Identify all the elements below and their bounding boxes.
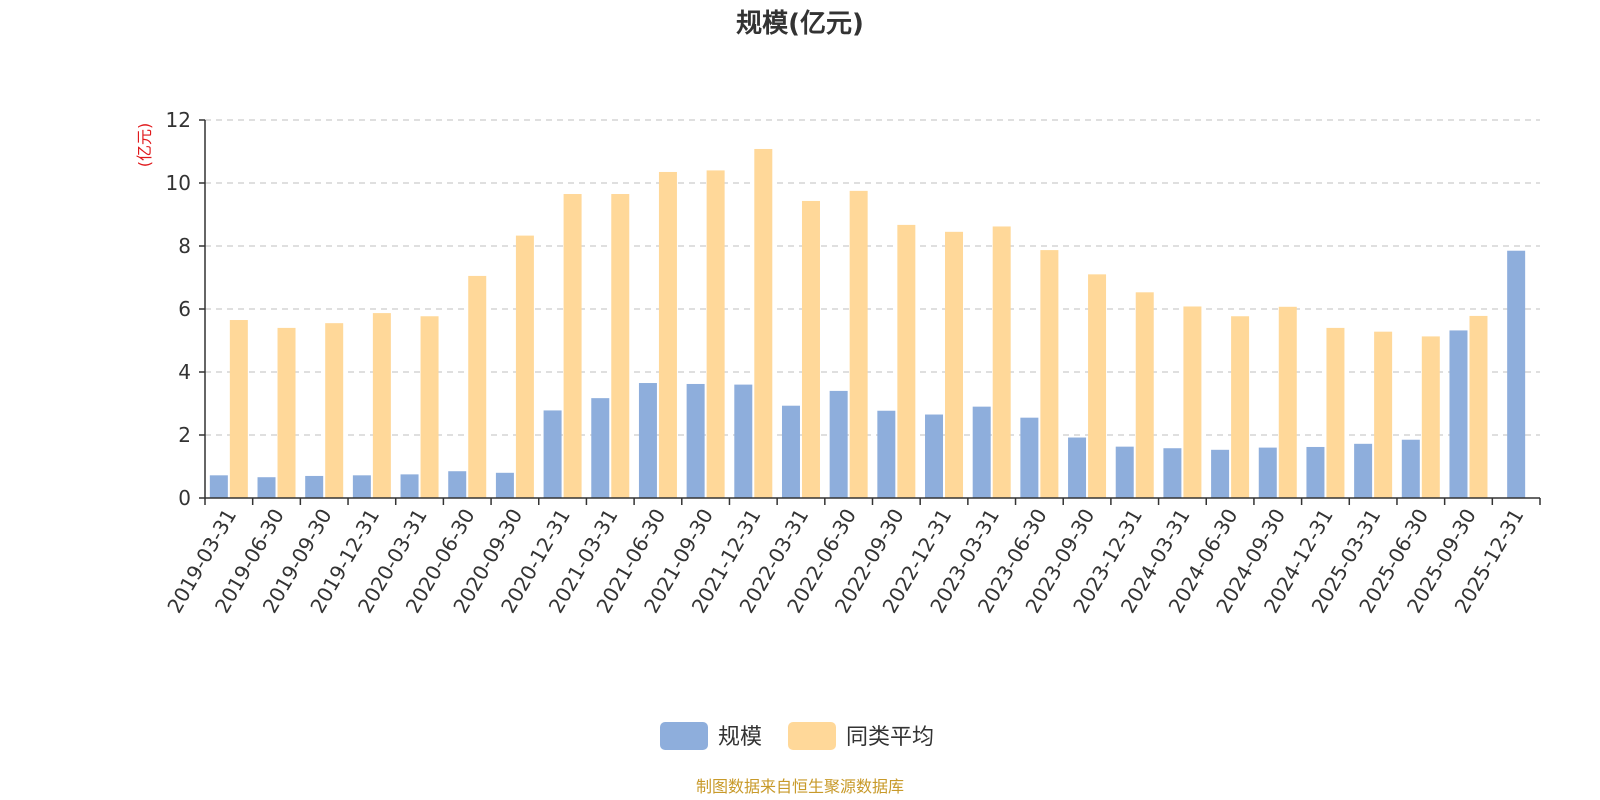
bar-size-2022-09-30[interactable] <box>877 410 896 498</box>
bar-peer-average-2019-03-31[interactable] <box>229 320 248 498</box>
bar-peer-average-2019-06-30[interactable] <box>277 327 296 498</box>
legend-swatch-size[interactable] <box>660 722 708 750</box>
bar-size-2024-09-30[interactable] <box>1258 447 1277 498</box>
bar-peer-average-2021-12-31[interactable] <box>754 148 773 499</box>
chart-title: 规模(亿元) <box>736 9 864 39</box>
bar-size-2021-12-31[interactable] <box>734 384 753 498</box>
bar-size-2019-09-30[interactable] <box>305 475 324 498</box>
bar-size-2022-03-31[interactable] <box>781 405 800 498</box>
y-tick-label-4: 4 <box>178 360 191 384</box>
bars <box>209 148 1526 499</box>
y-tick-label-12: 12 <box>166 108 191 132</box>
bar-peer-average-2024-03-31[interactable] <box>1183 306 1202 498</box>
bar-size-2024-06-30[interactable] <box>1211 449 1230 498</box>
bar-peer-average-2023-09-30[interactable] <box>1088 274 1107 498</box>
bar-size-2019-03-31[interactable] <box>209 475 228 498</box>
y-axis-label: (亿元) <box>135 123 154 168</box>
y-tick-label-6: 6 <box>178 297 191 321</box>
bar-peer-average-2024-12-31[interactable] <box>1326 327 1345 498</box>
bar-size-2024-03-31[interactable] <box>1163 448 1182 498</box>
bar-peer-average-2021-09-30[interactable] <box>706 170 725 498</box>
bar-peer-average-2022-12-31[interactable] <box>945 231 964 498</box>
bar-size-2023-12-31[interactable] <box>1115 446 1134 498</box>
bar-peer-average-2020-09-30[interactable] <box>515 235 534 499</box>
bar-size-2022-06-30[interactable] <box>829 390 848 498</box>
bar-size-2025-12-31[interactable] <box>1507 250 1526 498</box>
bar-peer-average-2020-12-31[interactable] <box>563 194 582 498</box>
bar-size-2023-06-30[interactable] <box>1020 417 1039 498</box>
bar-size-2021-03-31[interactable] <box>591 398 610 498</box>
bar-peer-average-2023-03-31[interactable] <box>992 226 1011 498</box>
bar-peer-average-2025-09-30[interactable] <box>1469 315 1488 498</box>
bar-size-2021-09-30[interactable] <box>686 383 705 498</box>
bar-size-2020-06-30[interactable] <box>448 471 467 498</box>
bar-size-2024-12-31[interactable] <box>1306 446 1325 498</box>
y-tick-label-8: 8 <box>178 234 191 258</box>
bar-peer-average-2025-03-31[interactable] <box>1374 331 1393 498</box>
legend[interactable]: 规模 同类平均 <box>660 722 934 750</box>
bar-size-2019-12-31[interactable] <box>352 475 371 498</box>
bar-size-2020-03-31[interactable] <box>400 474 419 498</box>
bar-peer-average-2019-09-30[interactable] <box>325 323 344 498</box>
bar-peer-average-2022-09-30[interactable] <box>897 224 916 498</box>
bar-peer-average-2023-12-31[interactable] <box>1135 292 1154 498</box>
bar-peer-average-2023-06-30[interactable] <box>1040 250 1059 498</box>
bar-peer-average-2025-06-30[interactable] <box>1421 336 1440 498</box>
bar-size-2019-06-30[interactable] <box>257 477 276 498</box>
bar-peer-average-2019-12-31[interactable] <box>372 313 391 498</box>
bar-peer-average-2021-06-30[interactable] <box>658 171 677 498</box>
bar-size-2020-12-31[interactable] <box>543 410 562 498</box>
bar-size-2023-03-31[interactable] <box>972 406 991 498</box>
y-tick-label-10: 10 <box>166 171 191 195</box>
legend-label-peer-average[interactable]: 同类平均 <box>846 725 934 750</box>
bar-peer-average-2022-06-30[interactable] <box>849 190 868 498</box>
bar-peer-average-2022-03-31[interactable] <box>801 200 820 498</box>
bar-peer-average-2020-03-31[interactable] <box>420 316 439 498</box>
y-tick-label-2: 2 <box>178 423 191 447</box>
bar-size-2021-06-30[interactable] <box>638 383 657 498</box>
y-tick-label-0: 0 <box>178 486 191 510</box>
bar-size-2025-06-30[interactable] <box>1401 439 1420 498</box>
bar-peer-average-2024-09-30[interactable] <box>1278 306 1297 498</box>
bar-peer-average-2024-06-30[interactable] <box>1231 316 1250 498</box>
legend-label-size[interactable]: 规模 <box>718 725 762 750</box>
bar-peer-average-2020-06-30[interactable] <box>468 275 487 498</box>
legend-swatch-peer-average[interactable] <box>788 722 836 750</box>
bar-size-2023-09-30[interactable] <box>1068 437 1087 498</box>
bar-size-2025-09-30[interactable] <box>1449 330 1468 498</box>
data-source-note: 制图数据来自恒生聚源数据库 <box>696 777 904 796</box>
bar-peer-average-2021-03-31[interactable] <box>611 194 630 498</box>
bar-size-2025-03-31[interactable] <box>1354 443 1373 498</box>
bar-size-2020-09-30[interactable] <box>495 472 514 498</box>
bar-size-2022-12-31[interactable] <box>925 414 944 498</box>
